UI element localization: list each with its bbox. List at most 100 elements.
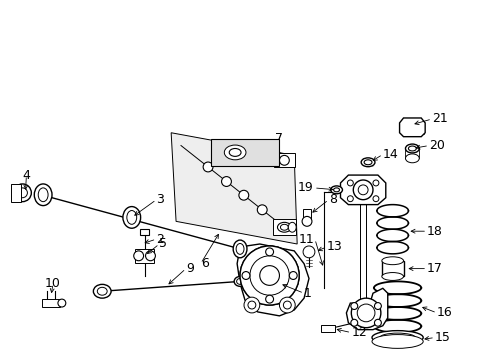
Circle shape (259, 266, 279, 285)
Bar (42, 299, 60, 307)
Circle shape (374, 302, 381, 310)
FancyBboxPatch shape (210, 139, 279, 166)
Polygon shape (340, 175, 385, 204)
Bar (381, 261, 403, 276)
Circle shape (239, 190, 248, 200)
Text: 2: 2 (156, 233, 164, 246)
Text: 1: 1 (304, 287, 311, 300)
Text: 18: 18 (426, 225, 442, 238)
Ellipse shape (234, 276, 245, 286)
Circle shape (259, 266, 279, 285)
Circle shape (350, 319, 357, 326)
Ellipse shape (371, 334, 422, 348)
Circle shape (283, 301, 291, 309)
Ellipse shape (381, 273, 403, 280)
Circle shape (350, 298, 380, 328)
Bar (273, 153, 295, 167)
Circle shape (203, 162, 213, 172)
Ellipse shape (34, 184, 52, 206)
Bar (360, 176, 366, 318)
Text: 15: 15 (434, 331, 450, 344)
Bar (272, 219, 296, 235)
Bar (135, 249, 154, 263)
Ellipse shape (371, 330, 422, 345)
Circle shape (372, 196, 378, 202)
Circle shape (279, 297, 295, 313)
Text: 3: 3 (156, 193, 164, 206)
Ellipse shape (364, 160, 371, 165)
Circle shape (346, 180, 352, 186)
Ellipse shape (361, 158, 374, 167)
Text: 17: 17 (426, 262, 442, 275)
Ellipse shape (277, 222, 291, 232)
Circle shape (357, 304, 374, 322)
Bar (11, 184, 20, 202)
Ellipse shape (236, 278, 243, 284)
Ellipse shape (233, 240, 246, 258)
Text: 8: 8 (328, 193, 336, 206)
Polygon shape (346, 288, 387, 330)
Ellipse shape (126, 211, 137, 224)
Circle shape (244, 297, 259, 313)
Circle shape (257, 205, 266, 215)
Text: 20: 20 (428, 139, 444, 152)
Ellipse shape (405, 144, 418, 153)
Circle shape (350, 302, 357, 310)
Ellipse shape (224, 145, 245, 160)
Bar (320, 325, 334, 332)
Circle shape (289, 271, 297, 279)
Circle shape (242, 271, 249, 279)
Circle shape (303, 246, 314, 258)
Circle shape (279, 156, 289, 165)
Text: 14: 14 (382, 148, 398, 161)
Ellipse shape (333, 188, 339, 192)
Ellipse shape (93, 284, 111, 298)
Circle shape (352, 180, 372, 200)
Ellipse shape (407, 146, 415, 151)
Circle shape (302, 216, 311, 226)
Ellipse shape (280, 224, 288, 230)
Bar (140, 229, 149, 235)
Circle shape (240, 246, 299, 305)
Text: 4: 4 (22, 168, 30, 181)
Circle shape (249, 256, 289, 295)
Polygon shape (399, 118, 424, 137)
Ellipse shape (236, 243, 244, 254)
Text: 10: 10 (45, 277, 61, 290)
Ellipse shape (38, 188, 48, 202)
Polygon shape (237, 244, 308, 316)
Text: 13: 13 (326, 240, 342, 253)
Text: 16: 16 (436, 306, 452, 319)
Text: 11: 11 (299, 233, 314, 246)
Text: 6: 6 (200, 257, 208, 270)
Circle shape (18, 188, 27, 198)
Text: 12: 12 (350, 326, 366, 339)
Circle shape (265, 248, 273, 256)
Circle shape (249, 256, 289, 295)
Ellipse shape (330, 186, 342, 194)
Circle shape (240, 246, 299, 305)
Ellipse shape (379, 333, 414, 342)
Text: 21: 21 (431, 112, 447, 125)
Bar (302, 209, 311, 220)
Circle shape (133, 251, 143, 261)
Ellipse shape (97, 287, 107, 295)
Text: 9: 9 (185, 262, 193, 275)
Text: 7: 7 (274, 132, 282, 145)
Circle shape (221, 177, 231, 186)
Polygon shape (171, 133, 297, 244)
Circle shape (58, 299, 66, 307)
Circle shape (247, 301, 255, 309)
Text: 5: 5 (159, 238, 167, 251)
Ellipse shape (288, 222, 296, 232)
Circle shape (346, 196, 352, 202)
Circle shape (358, 185, 367, 195)
Circle shape (374, 319, 381, 326)
Ellipse shape (229, 148, 241, 156)
Ellipse shape (381, 257, 403, 265)
Ellipse shape (405, 154, 418, 163)
Circle shape (265, 295, 273, 303)
Circle shape (372, 180, 378, 186)
Circle shape (145, 251, 155, 261)
Ellipse shape (122, 207, 141, 228)
